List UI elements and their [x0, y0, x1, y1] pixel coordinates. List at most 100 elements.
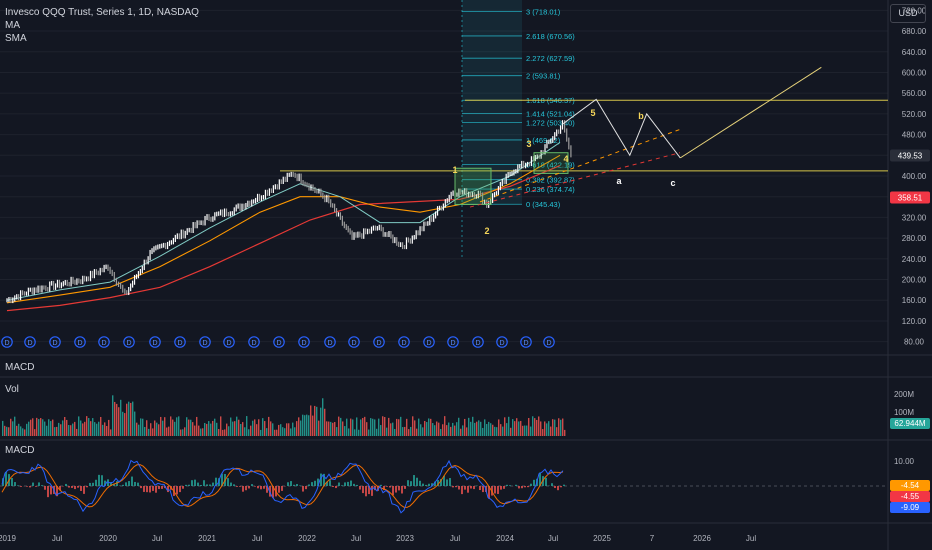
wave-label-1: 1: [452, 165, 457, 175]
macd-histogram-bar: [545, 477, 547, 486]
dividend-marker-label: D: [351, 340, 356, 347]
macd-histogram-bar: [458, 486, 460, 490]
macd-histogram-bar: [323, 473, 325, 486]
macd-histogram-bar: [227, 478, 229, 486]
volume-bar: [500, 424, 502, 436]
indicator-sma[interactable]: SMA: [5, 33, 27, 44]
macd-histogram-bar: [236, 486, 238, 487]
volume-bar: [160, 416, 162, 436]
macd-histogram-bar: [425, 484, 427, 486]
fib-level-label: 1 (469.62): [526, 136, 561, 145]
volume-bar: [176, 417, 178, 436]
macd-histogram-bar: [467, 486, 469, 493]
time-axis-label: 2020: [99, 534, 117, 543]
volume-bar: [28, 421, 30, 436]
volume-bar: [474, 422, 476, 436]
volume-bar: [10, 418, 12, 436]
volume-bar: [456, 422, 458, 436]
volume-bar: [200, 428, 202, 436]
macd-histogram-bar: [449, 478, 451, 486]
volume-bar: [110, 429, 112, 436]
volume-bar: [564, 429, 566, 436]
macd-histogram-bar: [407, 480, 409, 486]
volume-bar: [458, 417, 460, 436]
volume-current-tag: [890, 418, 930, 429]
macd-histogram-bar: [494, 486, 496, 494]
volume-bar: [548, 421, 550, 436]
dividend-marker: [373, 336, 385, 348]
volume-bar: [130, 402, 132, 436]
volume-bar: [204, 422, 206, 436]
volume-bar: [304, 415, 306, 436]
macd-histogram-bar: [239, 486, 241, 487]
price-axis-tick: 560.00: [902, 89, 927, 98]
volume-bar: [128, 401, 130, 436]
macd-histogram-bar: [353, 483, 355, 486]
volume-bar: [498, 419, 500, 436]
volume-bar: [464, 418, 466, 436]
volume-bar: [252, 420, 254, 436]
volume-bar: [80, 420, 82, 436]
dividend-marker: [248, 336, 260, 348]
volume-bar: [226, 423, 228, 436]
volume-bar: [168, 426, 170, 436]
macd-histogram-bar: [140, 486, 142, 489]
macd-top-label[interactable]: MACD: [5, 362, 35, 373]
macd-label[interactable]: MACD: [5, 445, 35, 456]
macd-histogram-bar: [272, 486, 274, 498]
macd-histogram-bar: [308, 484, 310, 486]
macd-histogram-bar: [500, 486, 502, 490]
macd-histogram-bar: [44, 486, 46, 490]
macd-histogram-bar: [209, 484, 211, 486]
volume-bar: [8, 427, 10, 436]
fib-level-label: 0 (345.43): [526, 200, 561, 209]
volume-bar: [494, 426, 496, 436]
price-axis-tick: 280.00: [902, 234, 927, 243]
volume-bar: [406, 418, 408, 436]
volume-bar: [506, 423, 508, 436]
volume-bar: [102, 424, 104, 436]
volume-bar: [520, 420, 522, 436]
volume-bar: [556, 427, 558, 436]
volume-bar: [276, 429, 278, 436]
dividend-marker: [1, 336, 13, 348]
volume-bar: [396, 418, 398, 436]
volume-bar: [14, 416, 16, 436]
macd-histogram-bar: [29, 486, 31, 488]
volume-bar: [408, 429, 410, 436]
symbol-title[interactable]: Invesco QQQ Trust, Series 1, 1D, NASDAQ: [5, 7, 199, 18]
macd-histogram-bar: [161, 486, 163, 489]
macd-histogram-bar: [26, 486, 28, 487]
volume-bar: [386, 427, 388, 436]
indicator-ma[interactable]: MA: [5, 20, 20, 31]
price-axis-tick: 160.00: [902, 296, 927, 305]
macd-histogram-bar: [464, 486, 466, 490]
volume-bar: [208, 421, 210, 436]
macd-histogram-bar: [131, 476, 133, 486]
dividend-marker: [199, 336, 211, 348]
dividend-marker-label: D: [376, 340, 381, 347]
macd-histogram-bar: [107, 479, 109, 486]
macd-histogram-bar: [194, 479, 196, 486]
currency-button[interactable]: USD: [890, 4, 926, 23]
volume-bar: [202, 428, 204, 436]
macd-histogram-bar: [371, 486, 373, 496]
wave-label-a: a: [616, 176, 622, 186]
macd-histogram-bar: [257, 486, 259, 489]
volume-bar: [312, 415, 314, 436]
macd-histogram-bar: [434, 481, 436, 486]
volume-bar: [244, 427, 246, 436]
macd-histogram-bar: [287, 482, 289, 486]
macd-histogram-bar: [422, 483, 424, 486]
price-axis-tick: 520.00: [902, 110, 927, 119]
price-axis-tick: 120.00: [902, 317, 927, 326]
volume-bar: [480, 421, 482, 436]
volume-label[interactable]: Vol: [5, 384, 19, 395]
macd-histogram-bar: [503, 486, 505, 489]
price-axis-tick: 480.00: [902, 131, 927, 140]
red-level-tag: [890, 191, 930, 204]
macd-histogram-bar: [188, 484, 190, 486]
volume-bar: [104, 422, 106, 436]
